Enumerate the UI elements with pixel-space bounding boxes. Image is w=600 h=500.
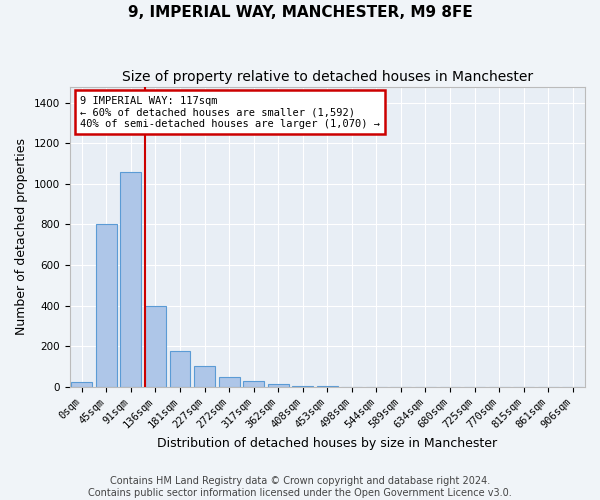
Bar xyxy=(194,366,215,386)
Bar xyxy=(268,384,289,386)
Bar xyxy=(96,224,117,386)
Text: 9 IMPERIAL WAY: 117sqm
← 60% of detached houses are smaller (1,592)
40% of semi-: 9 IMPERIAL WAY: 117sqm ← 60% of detached… xyxy=(80,96,380,129)
Bar xyxy=(71,382,92,386)
Y-axis label: Number of detached properties: Number of detached properties xyxy=(15,138,28,335)
Bar xyxy=(145,306,166,386)
Title: Size of property relative to detached houses in Manchester: Size of property relative to detached ho… xyxy=(122,70,533,84)
Bar xyxy=(243,380,264,386)
Bar xyxy=(218,376,239,386)
Text: 9, IMPERIAL WAY, MANCHESTER, M9 8FE: 9, IMPERIAL WAY, MANCHESTER, M9 8FE xyxy=(128,5,472,20)
Bar xyxy=(121,172,142,386)
X-axis label: Distribution of detached houses by size in Manchester: Distribution of detached houses by size … xyxy=(157,437,497,450)
Bar xyxy=(170,352,190,386)
Text: Contains HM Land Registry data © Crown copyright and database right 2024.
Contai: Contains HM Land Registry data © Crown c… xyxy=(88,476,512,498)
